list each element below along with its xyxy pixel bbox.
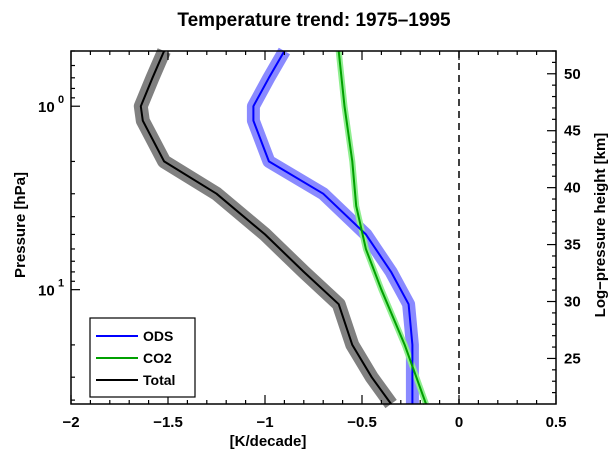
x-tick-label: −2 [62, 414, 79, 431]
series-line-ods [252, 50, 414, 404]
y2-tick-label: 35 [564, 237, 581, 254]
legend: ODS CO2 Total [89, 317, 196, 398]
y2-tick-label: 40 [564, 180, 581, 197]
y2-tick-label: 50 [564, 66, 581, 83]
right-y-axis-label: Log−pressure height [km] [592, 133, 609, 318]
x-tick-label: −0.5 [347, 414, 377, 431]
series-lines [139, 50, 427, 405]
axis-ticks [70, 50, 557, 404]
legend-label-co2: CO2 [143, 350, 172, 366]
y-tick-label-exponent: 1 [58, 278, 64, 290]
plot-frame [70, 50, 557, 405]
y2-tick-label: 45 [564, 123, 581, 140]
y-tick-label: 10 [38, 283, 55, 300]
y-tick-label-exponent: 0 [58, 94, 64, 106]
y-axis-label: Pressure [hPa] [12, 172, 29, 278]
chart-title: Temperature trend: 1975–1995 [177, 10, 451, 31]
y2-tick-label: 25 [564, 350, 581, 367]
series-band-ods [246, 47, 419, 404]
y2-tick-label: 30 [564, 294, 581, 311]
x-tick-label: 0.5 [546, 414, 567, 431]
x-tick-label: −1 [256, 414, 273, 431]
series-line-co2 [337, 50, 427, 405]
legend-label-total: Total [143, 372, 175, 388]
legend-label-ods: ODS [143, 328, 173, 344]
series-line-total [139, 50, 392, 405]
x-axis-label: [K/decade] [230, 433, 307, 450]
y-tick-label: 10 [38, 99, 55, 116]
x-tick-label: −1.5 [153, 414, 183, 431]
x-tick-label: 0 [455, 414, 463, 431]
